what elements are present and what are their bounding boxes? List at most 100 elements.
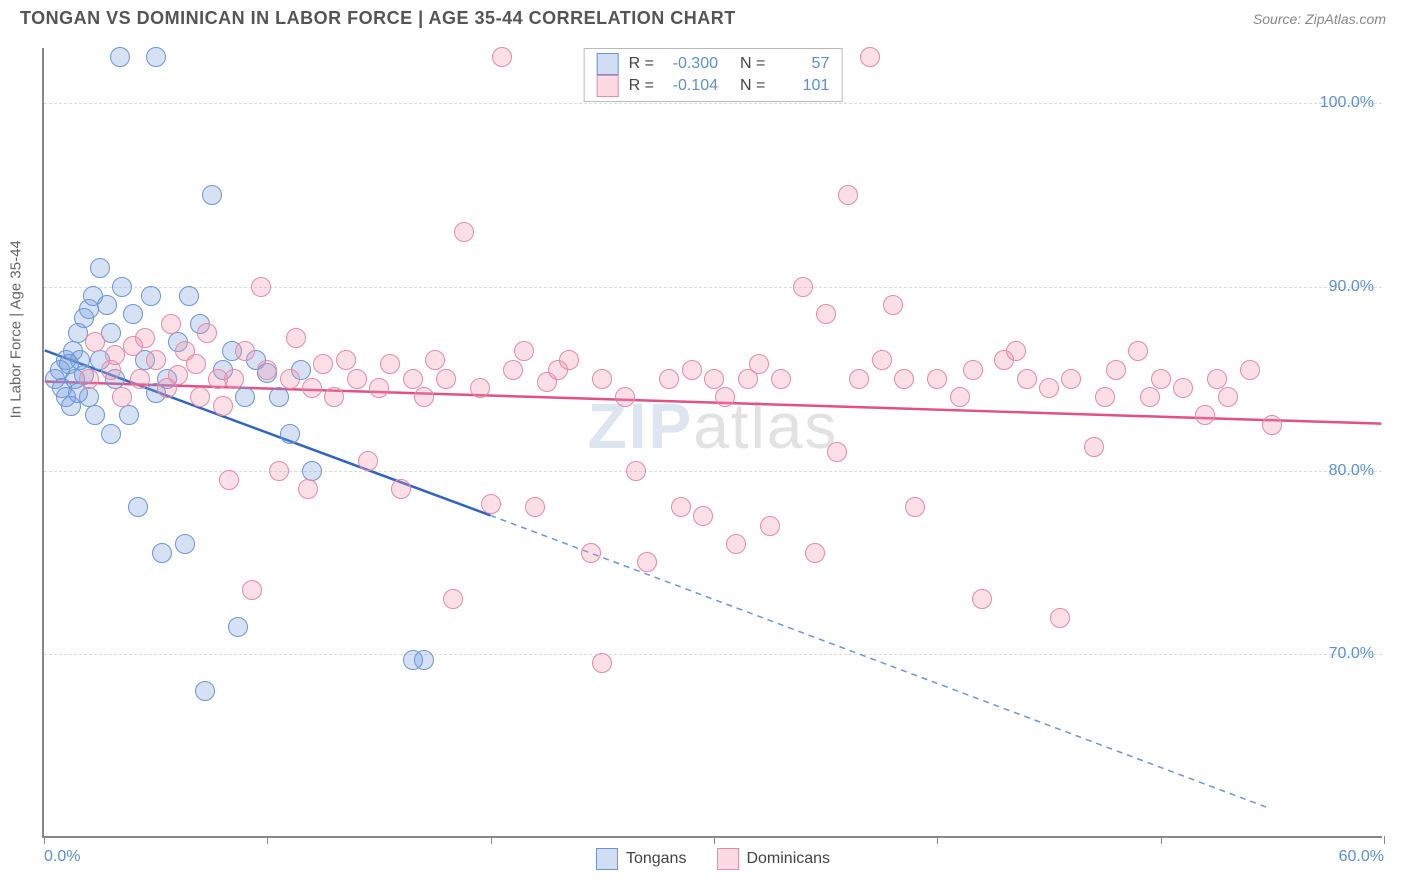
data-point — [592, 653, 612, 673]
plot-area: In Labor Force | Age 35-44 ZIPatlas 70.0… — [42, 48, 1382, 838]
data-point — [1039, 378, 1059, 398]
data-point — [403, 369, 423, 389]
data-point — [592, 369, 612, 389]
data-point — [119, 405, 139, 425]
chart-title: TONGAN VS DOMINICAN IN LABOR FORCE | AGE… — [20, 8, 736, 29]
data-point — [269, 387, 289, 407]
data-point — [827, 442, 847, 462]
x-tick — [937, 836, 938, 844]
data-point — [146, 350, 166, 370]
data-point — [749, 354, 769, 374]
data-point — [112, 387, 132, 407]
data-point — [101, 424, 121, 444]
data-point — [380, 354, 400, 374]
y-tick-label: 80.0% — [1329, 462, 1374, 480]
x-tick-label: 0.0% — [44, 848, 80, 866]
data-point — [224, 369, 244, 389]
correlation-legend: R =-0.300N =57R =-0.104N =101 — [584, 48, 843, 102]
data-point — [927, 369, 947, 389]
data-point — [849, 369, 869, 389]
data-point — [905, 497, 925, 517]
legend-r-label: R = — [629, 77, 654, 95]
data-point — [1151, 369, 1171, 389]
data-point — [454, 222, 474, 242]
data-point — [470, 378, 490, 398]
data-point — [414, 650, 434, 670]
legend-r-value: -0.300 — [664, 55, 718, 73]
data-point — [894, 369, 914, 389]
data-point — [242, 580, 262, 600]
x-tick-label: 60.0% — [1339, 848, 1384, 866]
data-point — [202, 185, 222, 205]
data-point — [793, 277, 813, 297]
legend-n-value: 101 — [775, 77, 829, 95]
y-tick-label: 90.0% — [1329, 278, 1374, 296]
data-point — [1061, 369, 1081, 389]
data-point — [715, 387, 735, 407]
data-point — [872, 350, 892, 370]
data-point — [79, 387, 99, 407]
data-point — [514, 341, 534, 361]
data-point — [257, 360, 277, 380]
data-point — [130, 369, 150, 389]
legend-swatch — [597, 53, 619, 75]
data-point — [860, 47, 880, 67]
data-point — [336, 350, 356, 370]
data-point — [1006, 341, 1026, 361]
data-point — [141, 286, 161, 306]
watermark-thin: atlas — [693, 390, 838, 462]
data-point — [883, 295, 903, 315]
data-point — [175, 534, 195, 554]
gridline — [44, 103, 1382, 104]
legend-n-label: N = — [740, 77, 765, 95]
data-point — [1140, 387, 1160, 407]
data-point — [235, 387, 255, 407]
source-label: Source: ZipAtlas.com — [1253, 11, 1386, 27]
data-point — [1084, 437, 1104, 457]
data-point — [760, 516, 780, 536]
data-point — [1218, 387, 1238, 407]
data-point — [414, 387, 434, 407]
data-point — [503, 360, 523, 380]
data-point — [615, 387, 635, 407]
data-point — [369, 378, 389, 398]
data-point — [251, 277, 271, 297]
trend-lines — [44, 48, 1382, 836]
data-point — [1173, 378, 1193, 398]
data-point — [1095, 387, 1115, 407]
data-point — [581, 543, 601, 563]
y-axis-label: In Labor Force | Age 35-44 — [8, 240, 25, 418]
data-point — [682, 360, 702, 380]
data-point — [85, 332, 105, 352]
data-point — [963, 360, 983, 380]
data-point — [626, 461, 646, 481]
legend-swatch — [716, 848, 738, 870]
x-tick — [714, 836, 715, 844]
data-point — [436, 369, 456, 389]
legend-item: Dominicans — [716, 848, 830, 870]
data-point — [659, 369, 679, 389]
data-point — [219, 470, 239, 490]
data-point — [228, 617, 248, 637]
data-point — [161, 314, 181, 334]
data-point — [135, 328, 155, 348]
data-point — [1262, 415, 1282, 435]
data-point — [492, 47, 512, 67]
gridline — [44, 287, 1382, 288]
legend-swatch — [597, 75, 619, 97]
data-point — [123, 304, 143, 324]
data-point — [280, 369, 300, 389]
data-point — [704, 369, 724, 389]
legend-item: Tongans — [596, 848, 687, 870]
data-point — [1240, 360, 1260, 380]
legend-r-label: R = — [629, 55, 654, 73]
data-point — [286, 328, 306, 348]
legend-n-label: N = — [740, 55, 765, 73]
data-point — [112, 277, 132, 297]
data-point — [280, 424, 300, 444]
data-point — [1207, 369, 1227, 389]
data-point — [525, 497, 545, 517]
data-point — [726, 534, 746, 554]
data-point — [110, 47, 130, 67]
data-point — [838, 185, 858, 205]
